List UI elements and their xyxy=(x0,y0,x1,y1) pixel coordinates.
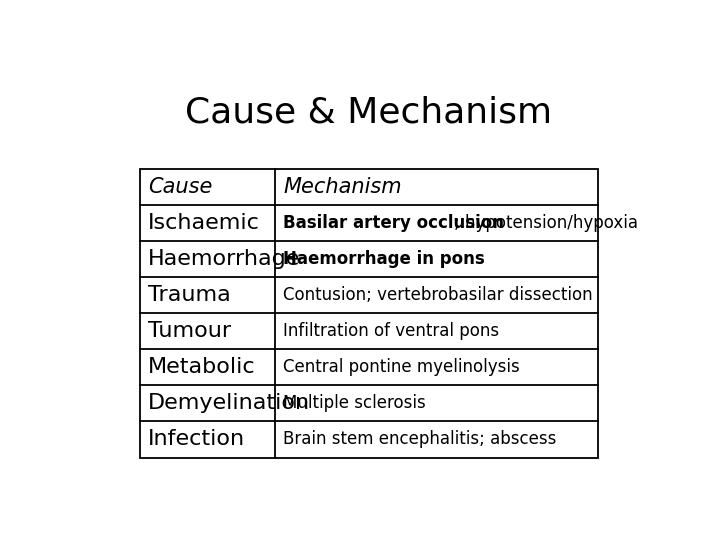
Text: Central pontine myelinolysis: Central pontine myelinolysis xyxy=(283,358,520,376)
Text: Mechanism: Mechanism xyxy=(283,177,402,197)
Text: Haemorrhage: Haemorrhage xyxy=(148,249,300,269)
Text: Cause: Cause xyxy=(148,177,212,197)
Text: Basilar artery occlusion: Basilar artery occlusion xyxy=(283,214,504,232)
Text: Tumour: Tumour xyxy=(148,321,231,341)
Text: Multiple sclerosis: Multiple sclerosis xyxy=(283,394,426,413)
Text: Brain stem encephalitis; abscess: Brain stem encephalitis; abscess xyxy=(283,430,557,448)
Text: Metabolic: Metabolic xyxy=(148,357,256,377)
Text: Demyelination: Demyelination xyxy=(148,393,310,413)
Text: Trauma: Trauma xyxy=(148,285,231,305)
Text: Infiltration of ventral pons: Infiltration of ventral pons xyxy=(283,322,499,340)
Text: Infection: Infection xyxy=(148,429,246,449)
Text: ; hypotension/hypoxia: ; hypotension/hypoxia xyxy=(454,214,639,232)
Text: Ischaemic: Ischaemic xyxy=(148,213,260,233)
Text: Contusion; vertebrobasilar dissection: Contusion; vertebrobasilar dissection xyxy=(283,286,593,304)
Text: Haemorrhage in pons: Haemorrhage in pons xyxy=(283,250,485,268)
Bar xyxy=(140,168,598,457)
Text: Cause & Mechanism: Cause & Mechanism xyxy=(186,96,552,130)
